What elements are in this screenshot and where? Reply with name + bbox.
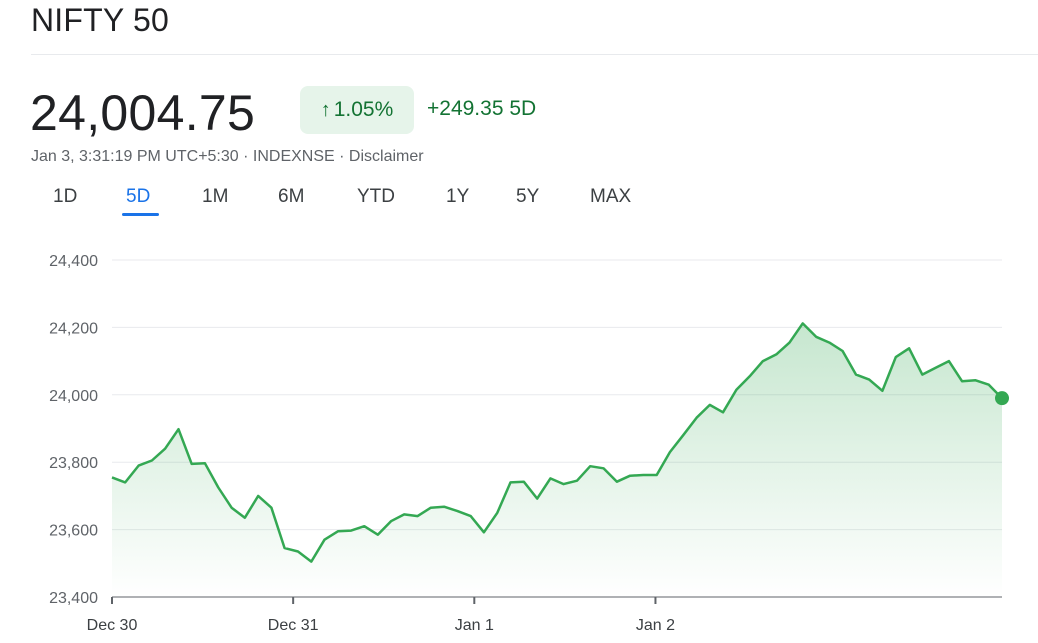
tab-6m[interactable]: 6M	[278, 186, 305, 207]
tab-1y[interactable]: 1Y	[446, 186, 470, 207]
y-tick-label: 24,400	[49, 253, 98, 270]
last-price-marker	[995, 391, 1009, 406]
price-area-fill	[112, 323, 1002, 597]
percent-change-badge: ↑ 1.05%	[300, 86, 414, 134]
absolute-change: +249.35 5D	[427, 97, 537, 120]
y-tick-label: 24,200	[49, 320, 98, 337]
x-tick-label: Jan 2	[636, 617, 675, 634]
header-divider	[31, 54, 1038, 55]
price-line	[111, 322, 1003, 563]
y-tick-label: 23,800	[49, 455, 98, 472]
active-tab-indicator	[122, 213, 159, 216]
percent-change-value: 1.05%	[333, 98, 394, 121]
quote-meta[interactable]: Jan 3, 3:31:19 PM UTC+5:30 · INDEXNSE · …	[31, 148, 424, 165]
current-price: 24,004.75	[30, 85, 256, 141]
tab-5d[interactable]: 5D	[126, 186, 151, 207]
tab-max[interactable]: MAX	[590, 186, 632, 207]
tab-5y[interactable]: 5Y	[516, 186, 540, 207]
x-tick-label: Jan 1	[455, 617, 494, 634]
x-tick-label: Dec 30	[87, 617, 138, 634]
x-tick-label: Dec 31	[268, 617, 319, 634]
up-arrow-icon: ↑	[320, 98, 331, 121]
page-title: NIFTY 50	[31, 2, 169, 38]
tab-1d[interactable]: 1D	[53, 186, 78, 207]
y-tick-label: 23,400	[49, 590, 98, 607]
y-tick-label: 23,600	[49, 523, 98, 540]
tab-1m[interactable]: 1M	[202, 186, 229, 207]
tab-ytd[interactable]: YTD	[357, 186, 395, 207]
y-tick-label: 24,000	[49, 388, 98, 405]
